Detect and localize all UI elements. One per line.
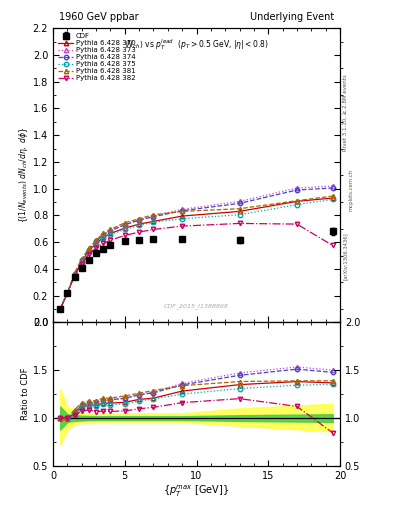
X-axis label: $\{p_T^{max}\ [\mathrm{GeV}]\}$: $\{p_T^{max}\ [\mathrm{GeV}]\}$ [163,483,230,499]
Text: 1960 GeV ppbar: 1960 GeV ppbar [59,12,138,23]
Text: Rivet 3.1.10, ≥ 2.8M events: Rivet 3.1.10, ≥ 2.8M events [343,74,347,151]
Y-axis label: $\{(1/N_{events})\ dN_{ch}/d\eta,\ d\phi\}$: $\{(1/N_{events})\ dN_{ch}/d\eta,\ d\phi… [17,127,30,223]
Text: mcplots.cern.ch: mcplots.cern.ch [348,168,353,210]
Y-axis label: Ratio to CDF: Ratio to CDF [21,368,30,420]
Legend: CDF, Pythia 6.428 370, Pythia 6.428 373, Pythia 6.428 374, Pythia 6.428 375, Pyt: CDF, Pythia 6.428 370, Pythia 6.428 373,… [57,32,137,82]
Text: CDF_2015_I1388868: CDF_2015_I1388868 [164,304,229,309]
Text: Underlying Event: Underlying Event [250,12,334,23]
Text: $\langle N_{ch}\rangle$ vs $p_T^{lead}$  ($p_T > 0.5$ GeV, $|\eta| < 0.8$): $\langle N_{ch}\rangle$ vs $p_T^{lead}$ … [124,37,269,52]
Text: [arXiv:1306.3436]: [arXiv:1306.3436] [343,232,347,280]
